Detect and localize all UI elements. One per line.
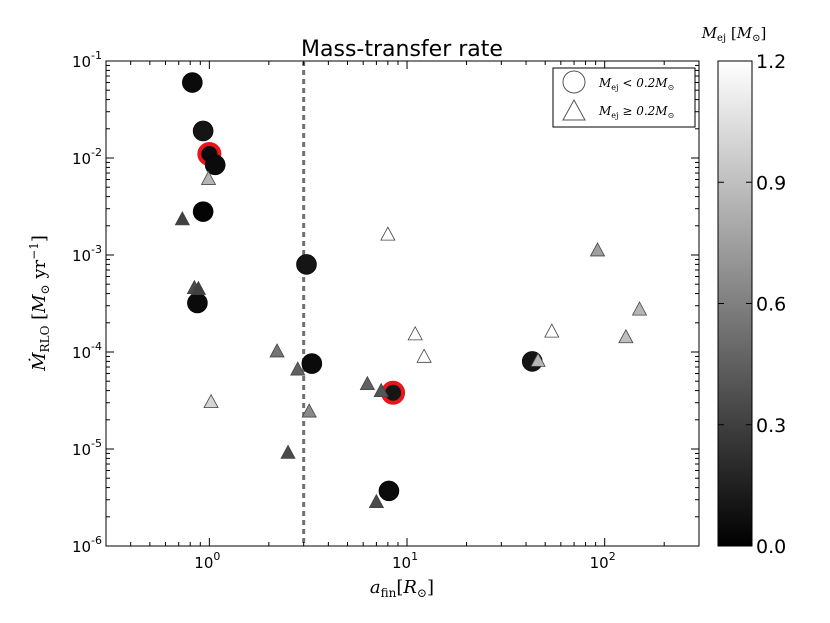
data-point-triangle [589,242,606,257]
chart-title: Mass-transfer rate [301,37,503,62]
data-point-circle [204,154,226,176]
data-point-triangle [416,348,432,363]
x-tick-label: 102 [590,550,616,572]
colorbar-ticks: 0.0 0.3 0.6 0.9 1.2 [718,51,786,558]
x-tick-label: 101 [392,550,418,572]
data-point-triangle [380,226,396,241]
y-tick-label: 10-5 [72,437,102,459]
data-point-circle [296,254,317,275]
colorbar-tick-label: 1.2 [756,51,786,73]
y-tick-label: 10-2 [72,146,102,168]
data-point-circle [187,292,208,314]
data-point-triangle [359,375,376,391]
legend-circle-marker [562,70,586,94]
x-axis-label: afin[R⊙] [370,577,434,600]
data-point-triangle [368,493,385,508]
data-point-circle [301,353,323,374]
data-point-triangle [301,403,317,418]
svg-text:ṀRLO [M⊙ yr−1]: ṀRLO [M⊙ yr−1] [27,235,52,372]
data-point-circle [378,480,400,502]
y-tick-label: 10-6 [72,534,102,556]
data-point-triangle [290,361,306,376]
data-point-triangle [618,328,634,344]
data-point-triangle [174,211,191,226]
colorbar-label: Mej [M⊙] [701,24,767,44]
data-point-triangle [530,352,546,367]
x-axis: 100 101 102 [105,61,665,572]
data-point-triangle [373,382,389,398]
colorbar-tick-label: 0.9 [756,172,786,194]
legend: Mej < 0.2M⊙ Mej ≥ 0.2M⊙ [552,67,696,128]
y-axis: 10-6 10-5 10-4 10-3 10-2 10-1 [72,49,699,556]
data-point-triangle [200,170,217,185]
data-point-circle [182,72,203,93]
data-point-triangle [190,280,207,295]
data-point-triangle [280,444,296,459]
data-point-circle [192,201,214,222]
data-point-triangle [407,326,423,341]
data-points [174,72,648,508]
y-tick-label: 10-3 [72,243,102,265]
y-tick-label: 10-4 [72,340,102,362]
colorbar: 0.0 0.3 0.6 0.9 1.2 Mej [M⊙] [701,24,787,558]
legend-triangle-label: Mej ≥ 0.2M⊙ [598,104,674,120]
colorbar-tick-label: 0.3 [756,415,786,437]
data-point-triangle [269,343,285,358]
data-point-triangle [203,393,219,409]
data-point-circle [192,120,214,142]
data-point-triangle [631,301,648,316]
data-point-triangle [544,323,560,338]
legend-triangle-marker [562,98,586,121]
y-tick-label: 10-1 [72,49,102,71]
legend-circle-label: Mej < 0.2M⊙ [598,76,674,92]
y-axis-label: ṀRLO [M⊙ yr−1] [27,235,52,372]
x-tick-label: 100 [194,550,220,572]
colorbar-tick-label: 0.0 [756,536,786,558]
colorbar-tick-label: 0.6 [756,294,786,316]
